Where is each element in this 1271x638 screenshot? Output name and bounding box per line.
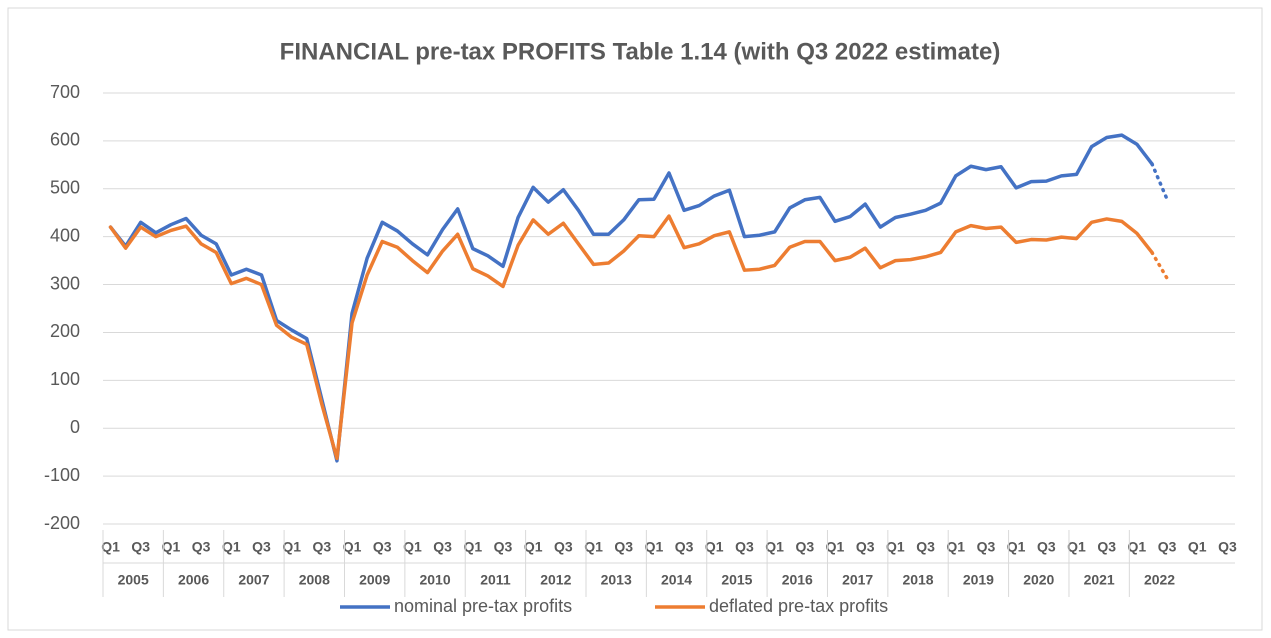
x-tick-label: Q1 [1007,539,1026,555]
chart-frame [7,7,1263,631]
series-line [1150,162,1169,202]
year-label: 2013 [601,572,632,588]
x-tick-label: Q1 [584,539,603,555]
y-tick-label: 300 [50,273,80,293]
x-tick-label: Q3 [977,539,996,555]
year-label: 2016 [782,572,813,588]
year-label: 2006 [178,572,209,588]
year-label: 2015 [721,572,752,588]
year-label: 2017 [842,572,873,588]
x-tick-label: Q3 [494,539,513,555]
x-tick-label: Q3 [856,539,875,555]
x-tick-label: Q1 [645,539,664,555]
y-tick-label: 0 [70,417,80,437]
series-line [108,133,1154,463]
x-tick-label: Q3 [916,539,935,555]
y-tick-label: 100 [50,369,80,389]
year-label: 2019 [963,572,994,588]
year-label: 2007 [238,572,269,588]
year-label: 2021 [1084,572,1115,588]
year-label: 2020 [1023,572,1054,588]
x-tick-label: Q3 [675,539,694,555]
year-label: 2022 [1144,572,1175,588]
x-tick-label: Q1 [463,539,482,555]
x-tick-label: Q3 [192,539,211,555]
x-tick-label: Q3 [313,539,332,555]
x-tick-label: Q3 [554,539,573,555]
x-tick-label: Q1 [1067,539,1086,555]
x-tick-label: Q3 [252,539,271,555]
x-tick-label: Q3 [131,539,150,555]
x-tick-label: Q1 [765,539,784,555]
year-label: 2008 [299,572,330,588]
legend-label: deflated pre-tax profits [709,596,888,616]
x-tick-label: Q3 [433,539,452,555]
chart-title: FINANCIAL pre-tax PROFITS Table 1.14 (wi… [280,38,1001,65]
x-tick-label: Q3 [795,539,814,555]
y-tick-label: 400 [50,225,80,245]
x-tick-label: Q1 [1128,539,1147,555]
x-tick-label: Q1 [1188,539,1207,555]
series-line [108,214,1154,461]
series-line [1150,250,1169,281]
year-label: 2012 [540,572,571,588]
year-label: 2014 [661,572,692,588]
x-tick-label: Q1 [343,539,362,555]
x-tick-label: Q1 [101,539,120,555]
year-label: 2018 [902,572,933,588]
year-label: 2011 [480,572,511,588]
x-tick-label: Q3 [1097,539,1116,555]
x-tick-label: Q1 [946,539,965,555]
x-tick-label: Q1 [524,539,543,555]
x-tick-label: Q1 [282,539,301,555]
year-label: 2010 [419,572,450,588]
y-tick-label: -100 [44,465,80,485]
x-tick-label: Q1 [886,539,905,555]
y-tick-label: 500 [50,178,80,198]
legend-label: nominal pre-tax profits [394,596,572,616]
year-label: 2009 [359,572,390,588]
x-tick-label: Q1 [705,539,724,555]
y-tick-label: 700 [50,82,80,102]
y-tick-label: 200 [50,321,80,341]
y-tick-label: 600 [50,130,80,150]
x-tick-label: Q3 [373,539,392,555]
x-tick-label: Q3 [1037,539,1056,555]
x-tick-label: Q1 [403,539,422,555]
x-tick-label: Q3 [614,539,633,555]
x-tick-label: Q1 [162,539,181,555]
y-tick-label: -200 [44,513,80,533]
year-label: 2005 [118,572,149,588]
x-tick-label: Q3 [1158,539,1177,555]
x-tick-label: Q1 [826,539,845,555]
x-tick-label: Q1 [222,539,241,555]
x-tick-label: Q3 [735,539,754,555]
x-tick-label: Q3 [1218,539,1237,555]
